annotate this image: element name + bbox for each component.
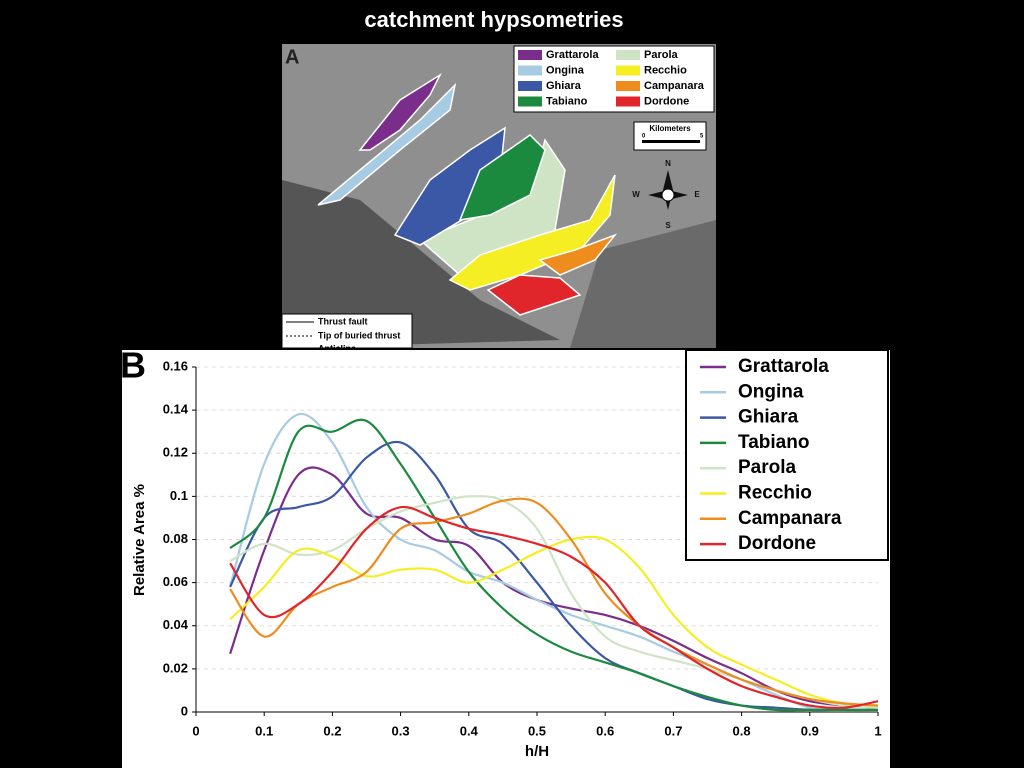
compass-n: N (665, 159, 671, 168)
map-legend-label: Ghiara (546, 80, 582, 92)
scale-bar (642, 140, 700, 143)
series-line (229, 535, 879, 707)
y-tick-label: 0.16 (163, 358, 188, 373)
plot: 0 0.02 0.04 0.06 0.08 0.1 0.12 0.14 0.16 0 0.1 0.2 0… (163, 349, 889, 738)
map-legend-label: Grattarola (546, 49, 599, 61)
scale-title: Kilometers (649, 124, 691, 133)
series-line (229, 505, 879, 710)
map-legend-swatch (518, 65, 542, 76)
catchment (486, 274, 582, 316)
map-legend-swatch (518, 81, 542, 91)
y-tick-label: 0.08 (163, 531, 188, 546)
map-legend-swatch (616, 65, 640, 76)
relief-shade (570, 220, 716, 348)
x-tick-label: 0.9 (801, 723, 819, 738)
legend-label: Recchio (738, 483, 812, 504)
slide-title: catchment hypsometries (364, 7, 623, 32)
catchment (538, 233, 618, 276)
y-tick-label: 0.06 (163, 574, 188, 589)
x-tick-label: 0.6 (596, 723, 614, 738)
legend-label: Ongina (738, 381, 804, 402)
map-key (281, 313, 413, 349)
compass (648, 170, 688, 210)
catchment (458, 134, 546, 221)
compass-e: E (694, 190, 700, 199)
series-line (229, 412, 879, 712)
compass-center (661, 188, 675, 202)
series-line (229, 497, 879, 707)
map-legend-swatch (616, 81, 640, 91)
series-line (229, 418, 878, 712)
scale-bar-box (633, 121, 707, 151)
x-tick-label: 0.7 (664, 723, 682, 738)
x-tick-label: 0.3 (392, 723, 410, 738)
compass-s: S (665, 221, 671, 230)
map-legend-swatch (616, 96, 640, 107)
series-line (229, 440, 878, 712)
map-legend-swatch (518, 96, 542, 107)
map-legend (513, 45, 715, 113)
legend-label: Grattarola (738, 356, 829, 377)
map-legend-label: Ongina (546, 64, 585, 76)
y-axis-label: Relative Area % (131, 484, 148, 596)
y-tick-label: 0.12 (163, 445, 188, 460)
key-label: Thrust fault (318, 316, 368, 326)
legend-label: Dordone (738, 533, 816, 554)
catchment (317, 82, 457, 206)
x-axis-label: h/H (525, 743, 549, 760)
y-tick-label: 0 (181, 703, 188, 718)
x-tick-label: 0 (192, 723, 199, 738)
catchments (317, 72, 618, 316)
legend-label: Campanara (738, 508, 842, 529)
x-tick-label: 0.2 (323, 723, 341, 738)
key-label: Tip of buried thrust (318, 330, 400, 340)
x-tick-label: 0.5 (528, 723, 546, 738)
scale-tick: 5 (700, 134, 704, 140)
map-legend-label: Dordone (644, 95, 689, 107)
catchment (448, 174, 616, 291)
map-legend-label: Parola (644, 49, 679, 61)
map-legend-swatch (616, 50, 640, 60)
legend-label: Ghiara (738, 407, 799, 428)
compass-w: W (632, 190, 640, 199)
y-tick-label: 0.02 (163, 660, 188, 675)
catchment (393, 126, 506, 246)
x-tick-label: 0.1 (255, 723, 273, 738)
y-tick-label: 0.14 (163, 402, 189, 417)
map-legend-label: Recchio (644, 64, 687, 76)
scale-tick: 0 (642, 134, 646, 140)
legend-label: Parola (738, 457, 797, 478)
y-tick-label: 0.04 (163, 617, 189, 632)
legend-label: Tabiano (738, 432, 809, 453)
map-legend-label: Campanara (644, 80, 705, 92)
catchment (358, 72, 442, 151)
relief-shade (282, 180, 560, 348)
map-legend-label: Tabiano (546, 95, 588, 107)
y-tick-label: 0.1 (170, 488, 188, 503)
panel-label: A (285, 46, 299, 68)
x-tick-label: 0.4 (460, 723, 479, 738)
map-legend-swatch (518, 50, 542, 60)
legend-box (685, 349, 889, 561)
x-tick-label: 0.8 (733, 723, 751, 738)
chart-panel-label: B (120, 345, 146, 386)
key-label: Anticline (318, 343, 356, 353)
x-tick-label: 1 (874, 723, 881, 738)
